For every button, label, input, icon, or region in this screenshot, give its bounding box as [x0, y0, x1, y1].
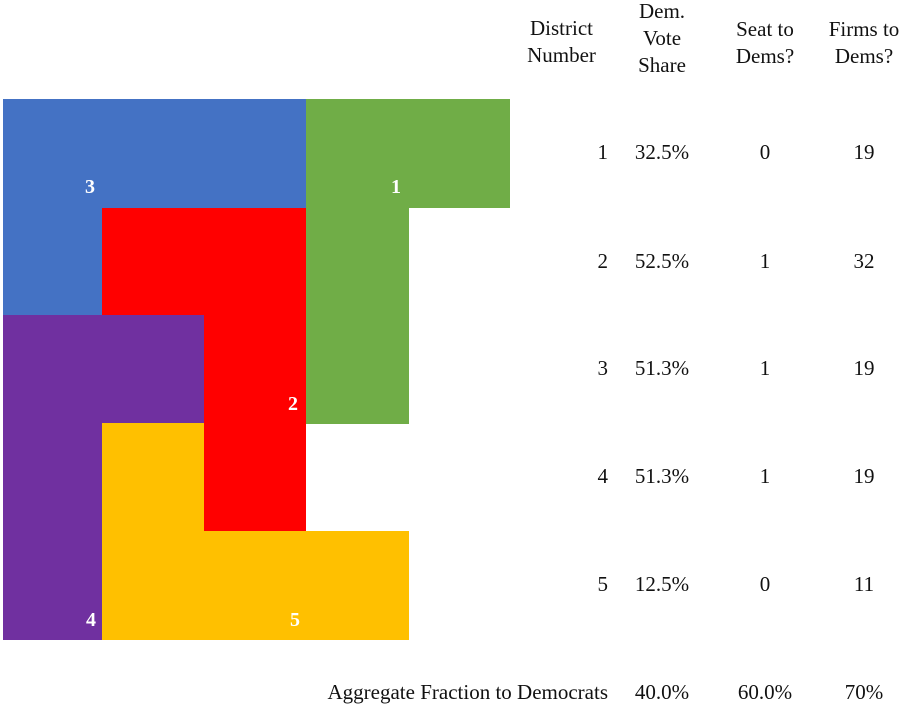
header-firms-line-2: Dems?	[834, 44, 894, 68]
header-seat-to-dems: Seat to Dems?	[722, 16, 808, 70]
header-dem-vote-share: Dem. Vote Share	[623, 0, 701, 79]
seat-cell: 0	[759, 140, 771, 164]
district-2-label: 2	[288, 393, 298, 415]
district-1-region	[306, 99, 510, 424]
district-5-label: 5	[290, 609, 300, 631]
header-district-number: District Number	[513, 15, 610, 69]
district-number-cell: 4	[597, 464, 609, 488]
seat-cell: 1	[759, 249, 771, 273]
district-4-label: 4	[86, 609, 96, 631]
seat-cell: 0	[759, 572, 771, 596]
header-firms-to-dems: Firms to Dems?	[818, 16, 910, 70]
header-share-line-1: Dem.	[638, 0, 686, 23]
district-map: 3 1 2 4 5	[3, 99, 510, 640]
district-number-cell: 2	[597, 249, 609, 273]
firms-cell: 32	[853, 249, 875, 273]
district-number-cell: 5	[597, 572, 609, 596]
header-firms-line-1: Firms to	[828, 17, 900, 41]
firms-cell: 11	[853, 572, 875, 596]
aggregate-seat: 60.0%	[737, 680, 793, 704]
seat-cell: 1	[759, 356, 771, 380]
district-3-label: 3	[85, 176, 95, 198]
header-share-line-3: Share	[638, 53, 686, 77]
vote-share-cell: 51.3%	[634, 464, 690, 488]
district-number-cell: 3	[597, 356, 609, 380]
header-seat-line-1: Seat to	[736, 17, 794, 41]
district-1-label: 1	[391, 176, 401, 198]
header-seat-line-2: Dems?	[735, 44, 795, 68]
header-share-line-2: Vote	[642, 26, 682, 50]
aggregate-firms: 70%	[844, 680, 884, 704]
header-district-line-1: District	[530, 16, 593, 40]
vote-share-cell: 32.5%	[634, 140, 690, 164]
header-district-line-2: Number	[527, 43, 596, 67]
district-number-cell: 1	[597, 140, 609, 164]
district-5-region	[102, 423, 409, 640]
vote-share-cell: 51.3%	[634, 356, 690, 380]
aggregate-share: 40.0%	[634, 680, 690, 704]
seat-cell: 1	[759, 464, 771, 488]
firms-cell: 19	[853, 464, 875, 488]
firms-cell: 19	[853, 140, 875, 164]
vote-share-cell: 12.5%	[634, 572, 690, 596]
district-4-region	[3, 315, 204, 640]
vote-share-cell: 52.5%	[634, 249, 690, 273]
aggregate-label: Aggregate Fraction to Democrats	[327, 680, 609, 704]
district-3-region	[3, 99, 306, 315]
firms-cell: 19	[853, 356, 875, 380]
